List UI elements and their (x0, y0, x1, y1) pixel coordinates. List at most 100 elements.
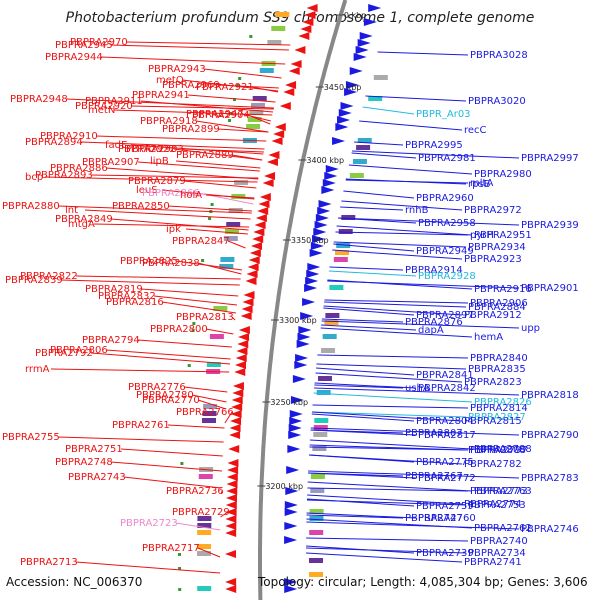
reverse-gene-glyph (312, 235, 326, 243)
right-leader-line (365, 95, 467, 102)
right-gene-label: PBPRA2807 (405, 428, 463, 439)
cog-feature-block (234, 180, 249, 185)
left-gene-label: metN (88, 105, 115, 116)
forward-gene-glyph (249, 249, 261, 257)
gc-marker-dot (191, 329, 195, 332)
right-leader-line (306, 514, 404, 519)
left-gene-label: PBPRA2850 (112, 201, 170, 212)
topology-text: Topology: circular; Length: 4,085,304 bp… (258, 575, 588, 589)
forward-gene-glyph (258, 200, 270, 208)
cog-feature-block (322, 334, 337, 339)
forward-gene-glyph (225, 550, 237, 558)
right-gene-label: PBPRA2914 (405, 265, 463, 276)
right-gene-label: PBPRA2815 (464, 416, 522, 427)
reverse-gene-glyph (324, 172, 338, 180)
cog-feature-block (309, 516, 324, 521)
forward-gene-glyph (235, 354, 247, 362)
right-gene-label: PBPRA2951 (474, 230, 532, 241)
left-gene-label: ipk (166, 224, 181, 235)
right-gene-label: PBPRA2923 (464, 254, 522, 265)
right-leader-line (354, 141, 404, 146)
cog-feature-block (356, 145, 371, 150)
cog-feature-block (275, 12, 290, 17)
cog-feature-block (312, 446, 327, 451)
cog-feature-block (209, 334, 224, 339)
gc-marker-dot (238, 77, 242, 80)
right-leader-line (310, 429, 417, 436)
left-gene-label: PBPRA2839 (5, 275, 63, 286)
cog-feature-block (213, 306, 228, 311)
forward-gene-glyph (302, 18, 314, 26)
reverse-gene-glyph (284, 501, 298, 509)
left-gene-label: PBPRA2816 (106, 297, 164, 308)
right-leader-line (336, 225, 473, 236)
reverse-gene-glyph (287, 445, 301, 453)
right-leader-line (315, 372, 463, 383)
left-gene-label: PBPRA2729 (172, 507, 230, 518)
forward-gene-glyph (229, 431, 241, 439)
reverse-gene-glyph (325, 165, 339, 173)
right-gene-label: PBPRA2934 (468, 242, 526, 253)
forward-gene-glyph (226, 494, 238, 502)
cog-feature-block (335, 250, 350, 255)
forward-gene-glyph (259, 193, 271, 201)
left-gene-label: PBPRA2893 (35, 170, 93, 181)
forward-gene-glyph (300, 25, 312, 33)
reverse-gene-glyph (355, 46, 369, 54)
left-gene-label: PBPRA2794 (82, 335, 140, 346)
cog-feature-block (338, 229, 353, 234)
gc-marker-dot (192, 322, 196, 325)
left-gene-label: PBPRA2713 (20, 557, 78, 568)
right-leader-line (308, 472, 417, 479)
right-leader-line (348, 164, 473, 175)
reverse-gene-glyph (289, 410, 303, 418)
reverse-gene-glyph (321, 186, 335, 194)
right-leader-line (327, 279, 473, 290)
cog-feature-block (249, 110, 264, 115)
left-leader-line (57, 205, 252, 214)
right-gene-label: PBPR_Ar03 (416, 109, 471, 120)
right-leader-line (328, 270, 417, 277)
left-gene-label: PBPRA2866 (142, 188, 200, 199)
reverse-gene-glyph (338, 109, 352, 117)
right-leader-line (314, 384, 404, 389)
left-leader-line (205, 194, 255, 199)
forward-gene-glyph (225, 522, 237, 530)
reverse-gene-glyph (368, 4, 382, 12)
left-gene-label: PBPRA2889 (176, 150, 234, 161)
right-leader-line (314, 387, 520, 396)
left-gene-label: metQ (156, 75, 184, 86)
forward-gene-glyph (285, 81, 297, 89)
reverse-gene-glyph (284, 508, 298, 516)
left-leader-line (161, 301, 237, 314)
right-leader-line (332, 249, 463, 260)
cog-feature-block (197, 544, 212, 549)
cog-feature-block (325, 313, 340, 318)
left-gene-label: PBPRA2751 (65, 444, 123, 455)
left-gene-label: PBPRA2755 (2, 432, 60, 443)
right-leader-line (308, 454, 463, 465)
right-gene-label: PBPRA2818 (521, 390, 579, 401)
right-leader-line (316, 363, 467, 370)
cog-feature-block (259, 68, 274, 73)
forward-gene-glyph (227, 466, 239, 474)
left-leader-line (197, 262, 242, 275)
left-leader-line (175, 522, 221, 531)
reverse-gene-glyph (284, 578, 298, 586)
forward-gene-glyph (225, 515, 237, 523)
right-leader-line (352, 150, 520, 159)
cog-feature-block (226, 222, 241, 227)
forward-gene-glyph (229, 424, 241, 432)
gc-marker-dot (208, 217, 212, 220)
left-leader-line (50, 368, 230, 373)
right-leader-line (345, 178, 467, 185)
forward-gene-glyph (266, 158, 278, 166)
forward-gene-glyph (230, 417, 242, 425)
right-leader-line (329, 266, 404, 271)
right-gene-label: PBPRA2788 (474, 444, 532, 455)
forward-gene-glyph (237, 340, 249, 348)
forward-gene-glyph (268, 151, 280, 159)
left-leader-line (130, 105, 274, 110)
